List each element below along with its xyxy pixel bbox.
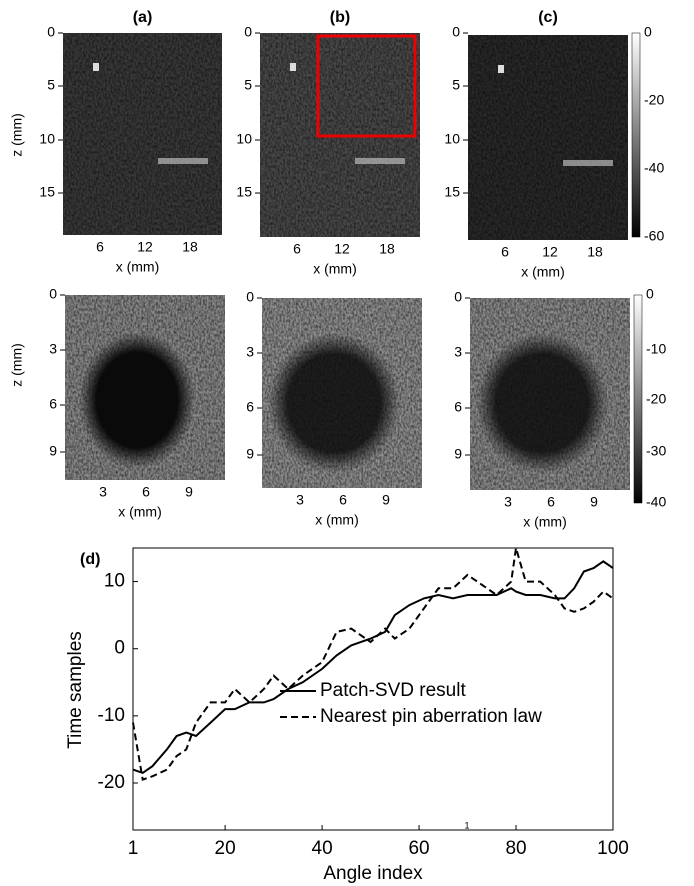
pin-row <box>158 158 208 164</box>
panel-label: (b) <box>330 9 350 26</box>
colorbar <box>633 294 643 504</box>
x-tick-label: 9 <box>590 494 598 510</box>
pin <box>498 65 504 73</box>
colorbar-label: 0 <box>646 286 654 302</box>
cyst <box>79 332 195 468</box>
colorbar <box>631 32 641 238</box>
x-tick-label: 6 <box>96 239 104 255</box>
x-axis-label: Angle index <box>323 863 423 884</box>
x-tick-label: 9 <box>185 484 193 500</box>
z-tick-label: 5 <box>47 77 55 93</box>
z-axis-label: z (mm) <box>9 113 25 157</box>
x-tick-label: 12 <box>334 241 350 257</box>
x-tick-label: 6 <box>339 492 347 508</box>
colorbar-label: -20 <box>646 391 666 407</box>
colorbar-label: -10 <box>646 341 666 357</box>
z-tick-label: 15 <box>444 184 460 200</box>
annotation: 1 <box>464 820 469 830</box>
colorbar-label: -60 <box>644 228 664 244</box>
x-axis-label: x (mm) <box>523 514 567 530</box>
cyst <box>476 333 608 473</box>
z-tick-label: 6 <box>246 399 254 415</box>
colorbar-label: -40 <box>644 160 664 176</box>
z-tick-label: 0 <box>49 286 57 302</box>
colorbar-label: 0 <box>644 24 652 40</box>
y-tick-label: 10 <box>104 571 125 592</box>
line-series <box>132 560 614 775</box>
panel-label: (c) <box>538 9 558 26</box>
y-tick-label: -10 <box>98 705 125 726</box>
plot-frame <box>132 547 614 831</box>
panel-label: (a) <box>133 9 153 26</box>
images: (a) (b) (c) 0 5 10 15 6 12 18 x (mm) 0 5 10 15 6 12 18 x (… <box>9 9 667 529</box>
x-tick-label: 12 <box>137 239 153 255</box>
pin-row <box>355 158 405 164</box>
x-axis-label: x (mm) <box>118 504 162 520</box>
y-tick-label: -20 <box>98 772 125 793</box>
colorbar-label: -20 <box>644 92 664 108</box>
z-tick-label: 0 <box>47 24 55 40</box>
y-tick-label: 0 <box>114 638 125 659</box>
cyst <box>268 333 400 473</box>
x-tick-label: 9 <box>382 492 390 508</box>
z-tick-label: 6 <box>49 396 57 412</box>
z-tick-label: 10 <box>444 131 460 147</box>
z-tick-label: 10 <box>39 131 55 147</box>
x-tick-label: 100 <box>597 838 629 859</box>
z-tick-label: 0 <box>244 24 252 40</box>
x-tick-label: 6 <box>501 244 509 260</box>
pin-row <box>563 160 613 166</box>
x-tick-label: 6 <box>142 484 150 500</box>
x-axis-label: x (mm) <box>521 264 565 280</box>
speckle <box>63 33 222 235</box>
x-tick-label: 60 <box>408 838 429 859</box>
legend-label: Nearest pin aberration law <box>320 706 542 727</box>
z-tick-label: 3 <box>246 344 254 360</box>
line-series <box>132 547 614 781</box>
z-tick-label: 15 <box>39 184 55 200</box>
z-tick-label: 9 <box>454 446 462 462</box>
x-tick-label: 3 <box>296 492 304 508</box>
x-tick-label: 40 <box>312 838 333 859</box>
z-tick-label: 9 <box>246 446 254 462</box>
x-tick-label: 20 <box>215 838 236 859</box>
z-tick-label: 6 <box>454 399 462 415</box>
speckle <box>468 35 628 240</box>
z-tick-label: 15 <box>236 184 252 200</box>
roi-box <box>316 34 417 138</box>
x-tick-label: 18 <box>182 239 198 255</box>
x-tick-label: 1 <box>128 838 139 859</box>
x-tick-label: 6 <box>547 494 555 510</box>
z-tick-label: 3 <box>454 344 462 360</box>
x-tick-label: 3 <box>504 494 512 510</box>
x-axis-label: x (mm) <box>315 512 359 528</box>
colorbar-label: -40 <box>646 494 666 510</box>
y-axis-label: Time samples <box>65 631 86 749</box>
z-tick-label: 10 <box>236 131 252 147</box>
x-axis-label: x (mm) <box>116 259 160 275</box>
z-tick-label: 0 <box>454 289 462 305</box>
x-tick-label: 18 <box>379 241 395 257</box>
z-tick-label: 9 <box>49 443 57 459</box>
x-tick-label: 80 <box>505 838 526 859</box>
z-tick-label: 0 <box>452 24 460 40</box>
pin <box>290 63 296 71</box>
x-tick-label: 3 <box>99 484 107 500</box>
x-tick-label: 12 <box>542 244 558 260</box>
panel-label: (d) <box>80 551 100 568</box>
z-tick-label: 3 <box>49 341 57 357</box>
x-tick-label: 18 <box>587 244 603 260</box>
z-tick-label: 0 <box>246 289 254 305</box>
x-axis-label: x (mm) <box>313 261 357 277</box>
z-tick-label: 5 <box>452 77 460 93</box>
z-tick-label: 5 <box>244 77 252 93</box>
x-tick-label: 6 <box>293 241 301 257</box>
z-axis-label: z (mm) <box>9 343 25 387</box>
pin <box>93 63 99 71</box>
colorbar-label: -30 <box>646 443 666 459</box>
legend-label: Patch-SVD result <box>320 680 466 701</box>
